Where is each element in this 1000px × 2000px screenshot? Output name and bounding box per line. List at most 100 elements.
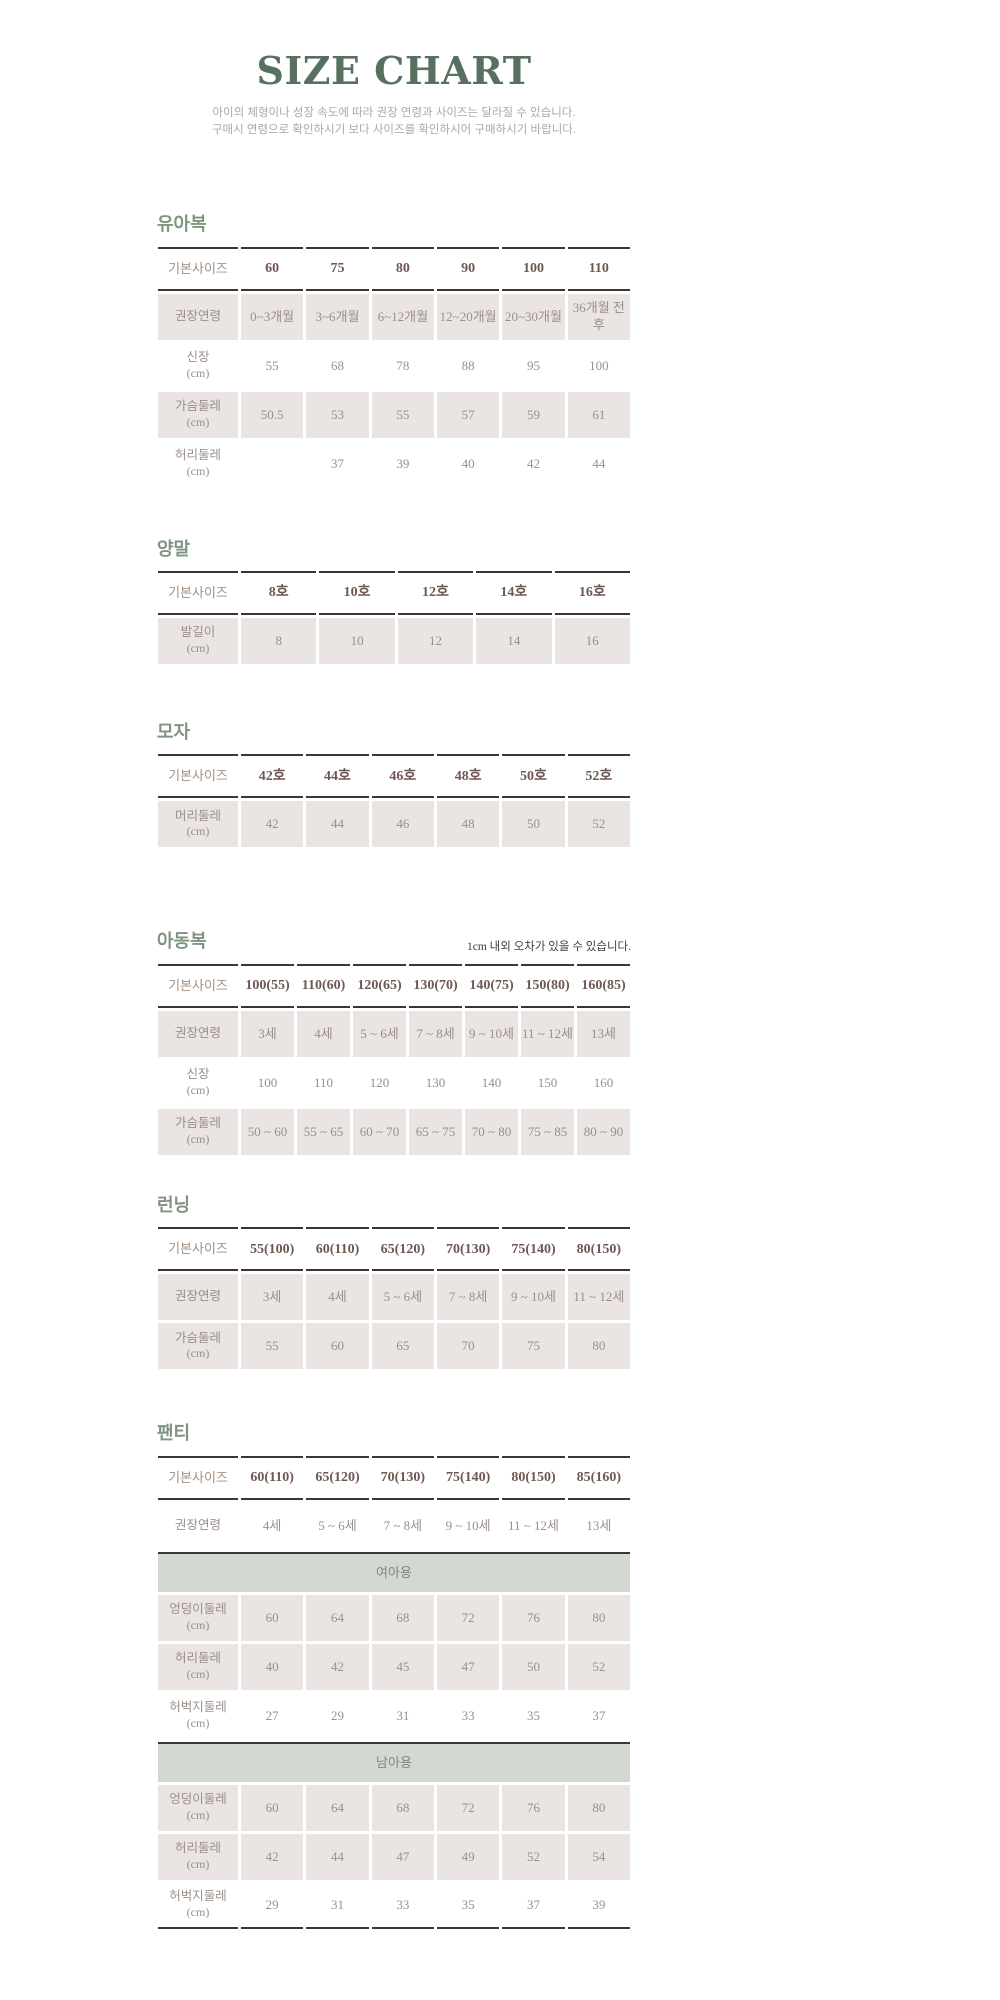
value-cell: 55 [265, 357, 279, 373]
column-header-cell: 85(160) [567, 1455, 630, 1500]
column-header-cell: 100 [502, 246, 565, 291]
value-cell: 37 [592, 1707, 606, 1723]
column-header-cell: 52호 [567, 754, 630, 799]
row-label-unit: (cm) [186, 463, 210, 478]
row-label-unit: (cm) [186, 641, 210, 656]
column-header-cell: 48호 [436, 754, 500, 799]
table-row: 권장연령 3세 4세 5 ~ 6세 7 ~ 8세 9 ~ 10세 11 ~ 12세 [158, 1274, 630, 1321]
column-header-cell: 12호 [397, 571, 474, 616]
value-cell: 55 [371, 391, 434, 438]
row-label-cell: 허리둘레 (cm) [158, 1833, 238, 1880]
row-label-cell: 신장 (cm) [186, 1067, 210, 1097]
value-cell: 9 ~ 10세 [502, 1274, 565, 1321]
section-header: 런닝 [155, 1194, 633, 1224]
value-cell [241, 441, 303, 487]
value-cell: 33 [371, 1883, 434, 1929]
value-cell: 27 [265, 1707, 279, 1723]
value-cell: 42 [526, 455, 540, 471]
value-cell: 5 ~ 6세 [318, 1517, 357, 1533]
column-header-cell: 70(130) [371, 1455, 434, 1500]
value-cell: 130 [425, 1074, 446, 1090]
value-cell: 60 [306, 1323, 369, 1370]
table-header-row: 기본사이즈 55(100) 60(110) 65(120) 70(130) 75(140)… [158, 1227, 630, 1272]
row-label-cell: 허벅지둘레 (cm) [158, 1883, 238, 1929]
value-cell: 45 [371, 1643, 434, 1690]
value-cell: 29 [330, 1707, 344, 1723]
value-cell: 52 [502, 1833, 565, 1880]
value-cell: 6~12개월 [371, 293, 434, 340]
section-heading: 유아복 [157, 214, 207, 235]
column-header-cell: 140(75) [465, 963, 518, 1008]
value-cell: 55 [241, 1323, 304, 1370]
value-cell: 80 [567, 1323, 630, 1370]
value-cell: 80 [567, 1784, 630, 1831]
size-label-cell: 기본사이즈 [158, 246, 238, 291]
value-cell: 13세 [577, 1010, 630, 1057]
value-cell: 44 [592, 455, 606, 471]
table-row: 가슴둘레 (cm) 50.5 53 55 57 59 61 [158, 391, 630, 438]
section-header: 아동복 1cm 내외 오차가 있을 수 있습니다. [155, 930, 633, 960]
table-row: 권장연령 3세 4세 5 ~ 6세 7 ~ 8세 9 ~ 10세 11 ~ 12세 13세 [158, 1010, 630, 1057]
column-header-cell: 16호 [554, 571, 630, 616]
value-cell: 16 [554, 618, 630, 665]
size-table-infant-wear: 기본사이즈 60 75 80 90 100 110 권장연령 0~3개월 3~6개월 6~12개월 1… [155, 244, 633, 490]
column-header-cell: 42호 [241, 754, 304, 799]
table-row: 발길이 (cm) 8 10 12 14 16 [158, 618, 630, 665]
row-label-unit: (cm) [186, 414, 210, 429]
row-label-unit: (cm) [186, 1131, 210, 1146]
value-cell: 52 [567, 1643, 630, 1690]
table-row: 신장 (cm) 100 110 120 130 140 150 160 [158, 1060, 630, 1106]
group-band-row: 남아용 [158, 1741, 630, 1782]
page-title: SIZE CHART [256, 48, 532, 93]
value-cell: 7 ~ 8세 [436, 1274, 500, 1321]
size-section-running: 런닝 기본사이즈 55(100) 60(110) 65(120) 70(130) 75(14… [155, 1194, 633, 1372]
value-cell: 140 [481, 1074, 502, 1090]
row-label-unit: (cm) [186, 1807, 210, 1822]
value-cell: 8 [241, 618, 317, 665]
column-header-cell: 75(140) [436, 1455, 500, 1500]
value-cell: 40 [241, 1643, 304, 1690]
page-header: SIZE CHART 아이의 체형이나 성장 속도에 따라 권장 연령과 사이즈… [155, 50, 633, 139]
value-cell: 59 [502, 391, 565, 438]
value-cell: 31 [306, 1883, 369, 1929]
row-label-unit: (cm) [186, 1617, 210, 1632]
row-label-cell: 권장연령 [158, 293, 238, 340]
group-band-row: 여아용 [158, 1551, 630, 1592]
value-cell: 11 ~ 12세 [567, 1274, 630, 1321]
value-cell: 110 [313, 1074, 334, 1090]
row-label-unit: (cm) [186, 1904, 210, 1919]
value-cell: 68 [371, 1784, 434, 1831]
value-cell: 3~6개월 [306, 293, 369, 340]
value-cell: 50 [502, 801, 565, 848]
size-section-hats: 모자 기본사이즈 42호 44호 46호 48호 50호 52호 머리둘레 (cm) 42 44 46 4… [155, 721, 633, 850]
value-cell: 50 ~ 60 [241, 1108, 294, 1155]
value-cell: 40 [461, 455, 475, 471]
value-cell: 68 [371, 1594, 434, 1641]
value-cell: 70 [436, 1323, 500, 1370]
value-cell: 47 [371, 1833, 434, 1880]
subtitle-line-2: 구매시 연령으로 확인하시기 보다 사이즈를 확인하시어 구매하시기 바랍니다. [211, 124, 577, 137]
value-cell: 88 [461, 357, 475, 373]
value-cell: 39 [396, 455, 410, 471]
value-cell: 80 [567, 1594, 630, 1641]
table-row: 머리둘레 (cm) 42 44 46 48 50 52 [158, 801, 630, 848]
value-cell: 160 [593, 1074, 614, 1090]
row-label-cell: 가슴둘레 (cm) [158, 391, 238, 438]
section-header: 양말 [155, 538, 633, 568]
value-cell: 14 [476, 618, 552, 665]
value-cell: 65 ~ 75 [409, 1108, 462, 1155]
table-row: 엉덩이둘레 (cm) 60 64 68 72 76 80 [158, 1594, 630, 1641]
size-table-running: 기본사이즈 55(100) 60(110) 65(120) 70(130) 75(140)… [155, 1224, 633, 1372]
size-table-hats: 기본사이즈 42호 44호 46호 48호 50호 52호 머리둘레 (cm) 42 44 46 48 5… [155, 751, 633, 850]
value-cell: 4세 [297, 1010, 350, 1057]
column-header-cell: 80(150) [567, 1227, 630, 1272]
value-cell: 100 [589, 357, 609, 373]
size-table-kids-wear: 기본사이즈 100(55) 110(60) 120(65) 130(70) 140(75)… [155, 961, 633, 1158]
row-label-unit: (cm) [186, 1082, 210, 1097]
value-cell: 20~30개월 [502, 293, 565, 340]
row-label-cell: 엉덩이둘레 (cm) [158, 1784, 238, 1831]
column-header-cell: 8호 [241, 571, 317, 616]
group-band-label: 남아용 [158, 1741, 630, 1782]
